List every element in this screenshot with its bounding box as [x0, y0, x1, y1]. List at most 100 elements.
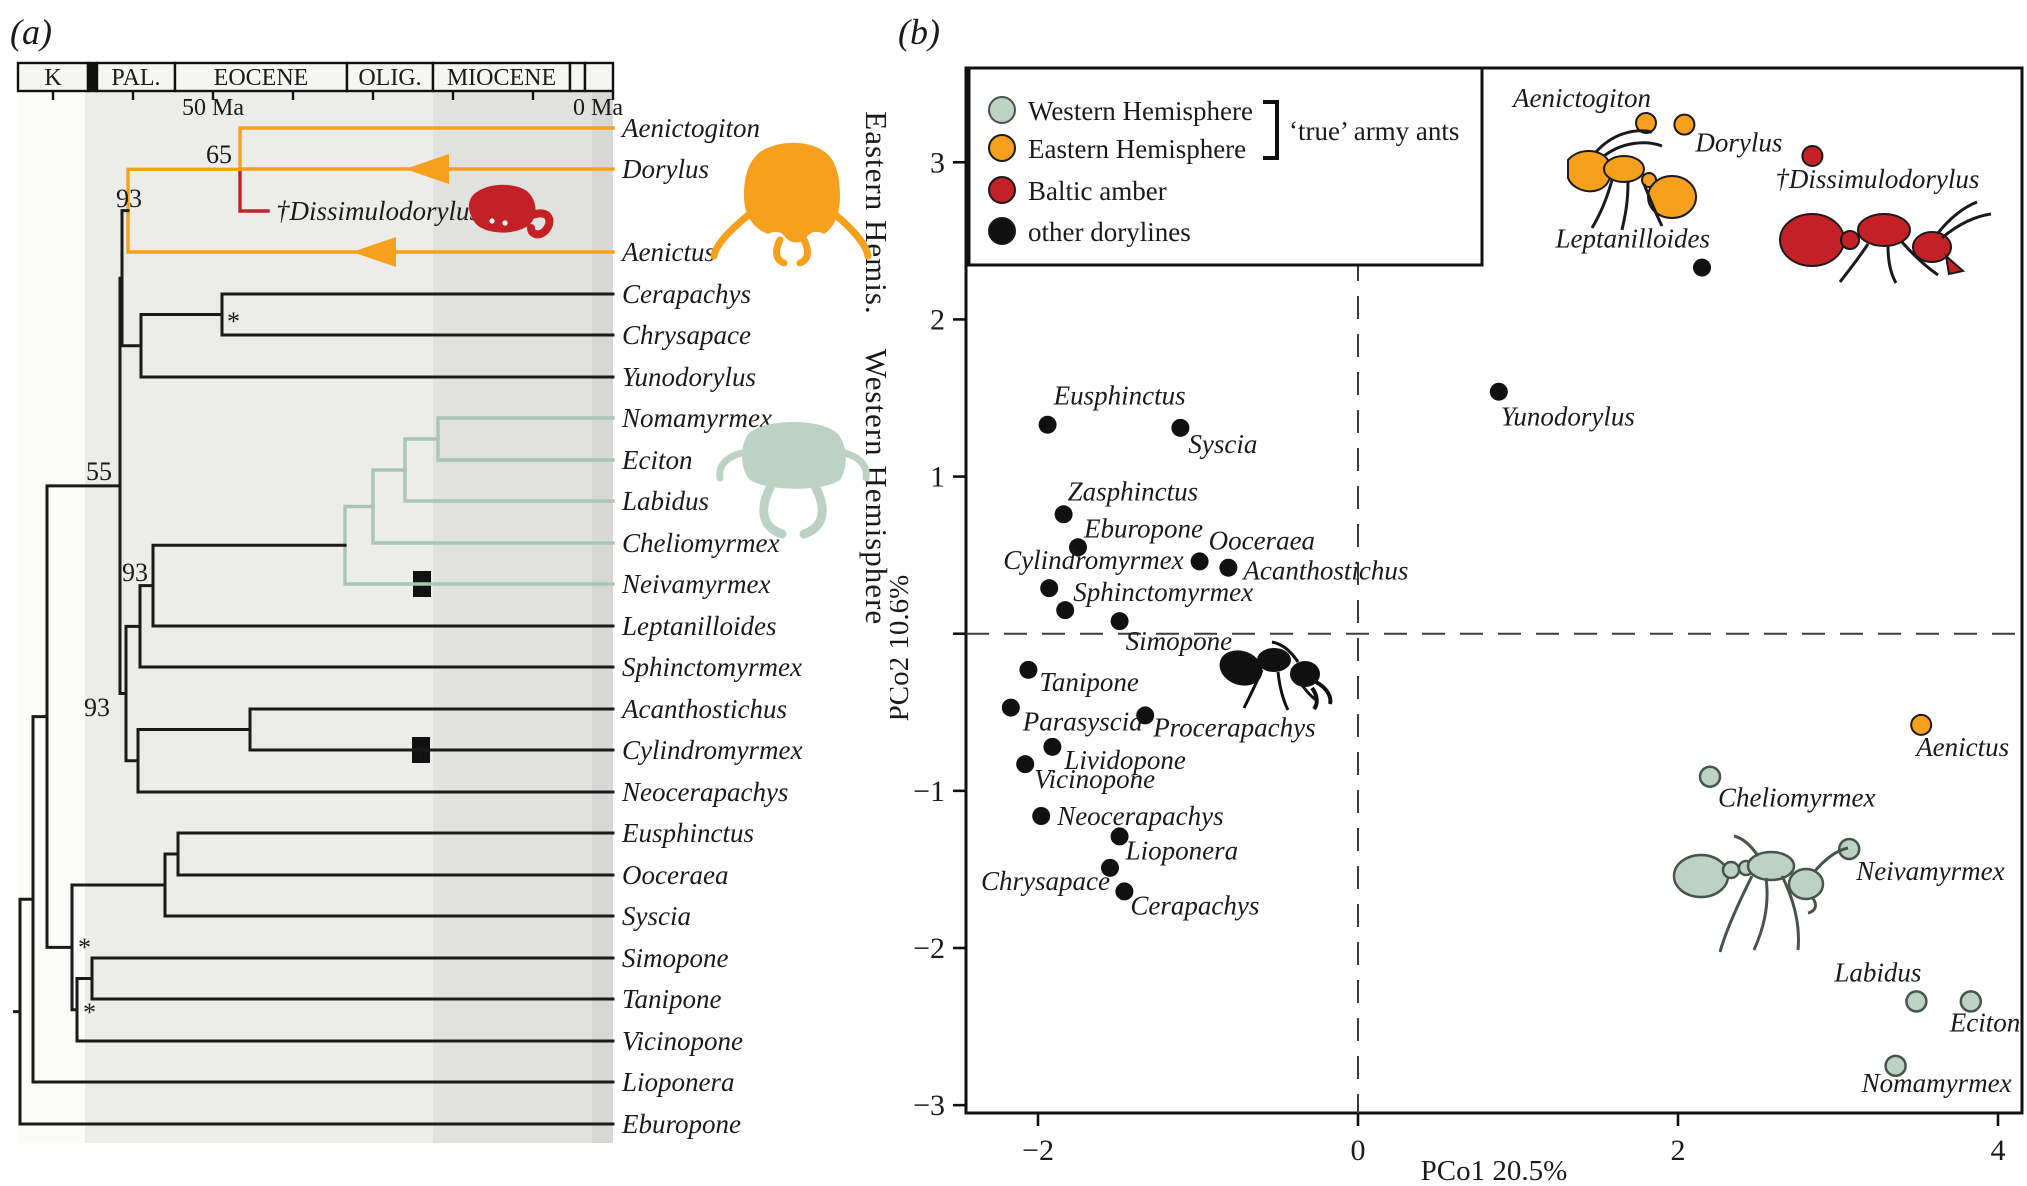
timescale-tick-label: 50 Ma: [182, 95, 244, 121]
y-tick-label: 1: [930, 461, 945, 494]
point-procerapachys: [1136, 706, 1155, 725]
panel-b-label: (b): [898, 12, 940, 52]
legend-label-b: Baltic amber: [1028, 176, 1167, 206]
x-tick-label: 0: [1351, 1134, 1366, 1167]
point-lioponera: [1110, 827, 1129, 846]
point-label-dissimulodorylus: †Dissimulodorylus: [1775, 164, 1979, 194]
taxon-label-eburopone: Eburopone: [621, 1109, 741, 1139]
taxon-label-chrysapace: Chrysapace: [622, 320, 751, 350]
taxon-label-leptanilloides: Leptanilloides: [621, 611, 777, 641]
tree-branch: [371, 468, 407, 509]
legend-marker-o: [988, 217, 1016, 245]
point-ooceraea: [1190, 552, 1209, 571]
y-tick-label: −1: [913, 775, 945, 808]
point-label-simopone: Simopone: [1126, 626, 1233, 656]
timescale-cell: [86, 61, 99, 93]
point-label-dorylus: Dorylus: [1694, 128, 1782, 158]
point-labidus: [1905, 990, 1928, 1013]
point-label-neivamyrmex: Neivamyrmex: [1855, 856, 2004, 886]
point-nomamyrmex: [1884, 1054, 1907, 1078]
node-support-label: *: [83, 998, 96, 1027]
point-eburopone: [1069, 538, 1087, 557]
point-cylindromyrmex: [1040, 579, 1059, 598]
node-support-label: *: [227, 307, 240, 336]
tree-branch: [238, 167, 270, 213]
y-tick-label: 2: [930, 303, 945, 336]
tree-branch: [70, 945, 79, 1012]
point-label-cheliomyrmex: Cheliomyrmex: [1718, 783, 1875, 813]
timescale-cell: [431, 61, 572, 93]
point-label-parasyscia: Parasyscia: [1022, 707, 1143, 737]
tree-branch: [90, 956, 615, 980]
legend-label-e: Eastern Hemisphere: [1028, 134, 1246, 164]
y-axis-title: PCo2 10.6%: [890, 575, 915, 722]
tree-branch: [136, 728, 252, 763]
tree-branch: [31, 715, 49, 901]
tree-branch: [126, 167, 242, 213]
fossil-ant-icon: [1779, 200, 1992, 284]
taxon-label-cylindromyrmex: Cylindromyrmex: [622, 735, 802, 765]
node-support-label: 93: [116, 184, 142, 213]
timescale-cell: [345, 61, 435, 93]
era-band: [85, 91, 433, 1143]
tree-branch: [18, 1010, 615, 1126]
taxon-label-lioponera: Lioponera: [621, 1067, 735, 1097]
taxon-label-eciton: Eciton: [621, 445, 692, 475]
eastern-army-ant-head-icon: [710, 142, 872, 267]
taxon-label-cheliomyrmex: Cheliomyrmex: [622, 528, 779, 558]
era-band: [18, 91, 85, 1143]
point-eciton: [1959, 990, 1983, 1013]
y-tick-label: −3: [913, 1089, 945, 1122]
tree-branch: [138, 584, 155, 628]
timescale-cell-label: OLIG.: [358, 65, 421, 91]
legend-box: [967, 66, 1484, 267]
point-label-vicinopone: Vicinopone: [1034, 764, 1155, 794]
legend-bracket: [1263, 100, 1279, 160]
point-tanipone: [1019, 660, 1038, 679]
taxon-label-syscia: Syscia: [622, 901, 691, 931]
tree-branch: [118, 484, 128, 696]
point-dissimulodorylus: [1801, 145, 1824, 167]
tree-branch: [124, 692, 140, 763]
legend-marker-e: [988, 134, 1016, 162]
point-label-lividopone: Lividopone: [1063, 745, 1186, 775]
tree-branch: [139, 344, 615, 379]
taxon-label-cerapachys: Cerapachys: [622, 279, 751, 309]
y-tick-label: −2: [913, 932, 945, 965]
point-yunodorylus: [1489, 382, 1508, 401]
x-tick-label: 4: [1991, 1134, 2006, 1167]
point-neocerapachys: [1032, 807, 1051, 825]
tree-branch: [120, 276, 143, 348]
point-vicinopone: [1016, 755, 1035, 774]
tree-branch: [75, 977, 94, 1012]
tree-branch: [136, 759, 615, 794]
western-army-ant-head-icon: [716, 422, 870, 539]
hemisphere-label: Eastern Hemis.: [859, 111, 890, 314]
era-band: [592, 91, 613, 1143]
point-label-zasphinctus: Zasphinctus: [1068, 476, 1199, 506]
timescale-cell-label: PAL.: [111, 65, 160, 91]
point-label-aenictus: Aenictus: [1914, 732, 2009, 762]
hemisphere-label: Western Hemisphere: [859, 349, 890, 625]
point-aenictogiton: [1635, 112, 1657, 134]
timescale-cell-label: MIOCENE: [447, 65, 556, 91]
taxon-label-simopone: Simopone: [622, 943, 729, 973]
tree-branch: [151, 584, 615, 628]
timescale-cell: [568, 61, 587, 93]
node-support-label: *: [78, 933, 91, 962]
tree-branch: [371, 504, 615, 545]
tree-branch: [176, 852, 615, 877]
point-label-labidus: Labidus: [1833, 957, 1921, 987]
tree-branch: [403, 468, 615, 503]
point-label-ooceraea: Ooceraea: [1209, 525, 1315, 555]
era-band: [433, 91, 592, 1143]
node-support-label: 93: [84, 693, 110, 722]
x-tick-label: −2: [1022, 1134, 1054, 1167]
point-label-chrysapace: Chrysapace: [981, 866, 1110, 896]
point-zasphinctus: [1054, 505, 1073, 524]
legend-bracket-label: ‘true’ army ants: [1289, 116, 1459, 146]
point-label-yunodorylus: Yunodorylus: [1501, 402, 1635, 432]
point-cerapachys: [1115, 882, 1134, 901]
taxon-label-aenictus: Aenictus: [620, 237, 715, 267]
